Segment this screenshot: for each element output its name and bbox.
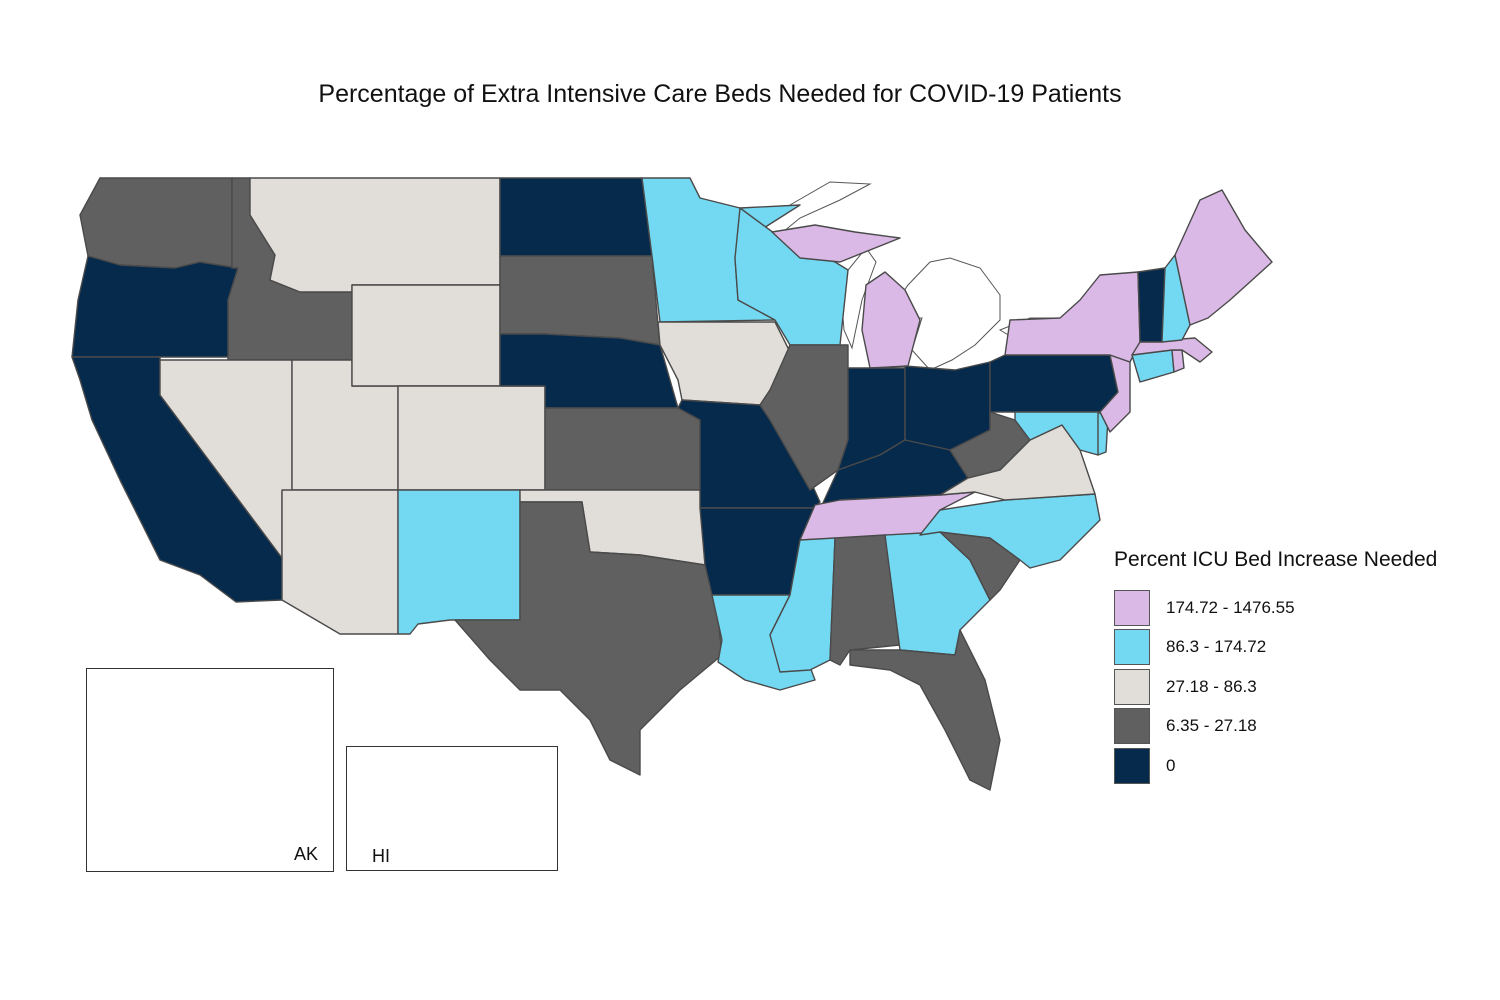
hawaii-inset-frame xyxy=(346,746,558,871)
state-mt xyxy=(249,177,501,293)
legend-row: 6.35 - 27.18 xyxy=(1114,707,1437,747)
state-az xyxy=(281,489,399,635)
legend-row: 86.3 - 174.72 xyxy=(1114,628,1437,668)
state-nc xyxy=(919,493,1101,569)
state-wy xyxy=(351,284,501,387)
legend-label: 0 xyxy=(1166,755,1176,775)
legend-label: 6.35 - 27.18 xyxy=(1166,716,1257,736)
hawaii-inset-label: HI xyxy=(372,846,390,866)
state-wa xyxy=(79,177,233,269)
state-nh xyxy=(1161,254,1191,343)
state-or xyxy=(71,255,239,358)
state-fl xyxy=(849,629,1001,791)
legend-swatch xyxy=(1114,589,1150,626)
legend-label: 174.72 - 1476.55 xyxy=(1166,597,1295,617)
legend-row: 0 xyxy=(1114,746,1437,786)
state-pa xyxy=(989,354,1119,413)
state-vt xyxy=(1137,267,1166,343)
legend-row: 174.72 - 1476.55 xyxy=(1114,588,1437,628)
state-mi xyxy=(771,224,921,369)
state-co xyxy=(397,385,546,491)
legend-swatch xyxy=(1114,708,1150,745)
state-ks xyxy=(544,407,701,491)
legend-swatch xyxy=(1114,668,1150,705)
legend-title: Percent ICU Bed Increase Needed xyxy=(1114,548,1438,571)
state-me xyxy=(1174,189,1273,326)
state-ny xyxy=(1004,271,1141,363)
map-title: Percentage of Extra Intensive Care Beds … xyxy=(318,80,1122,108)
state-tx xyxy=(454,501,723,776)
state-nm xyxy=(397,489,521,635)
legend-label: 27.18 - 86.3 xyxy=(1166,676,1257,696)
state-ri xyxy=(1171,349,1185,373)
legend: Percent ICU Bed Increase Needed 174.72 -… xyxy=(1114,548,1437,786)
state-sd xyxy=(499,255,661,346)
state-nd xyxy=(499,177,653,257)
legend-label: 86.3 - 174.72 xyxy=(1166,637,1267,657)
great-lakes xyxy=(746,181,1061,371)
legend-swatch xyxy=(1114,629,1150,666)
alaska-inset-label: AK xyxy=(294,844,319,864)
legend-swatch xyxy=(1114,747,1150,784)
state-ma xyxy=(1131,337,1213,363)
legend-row: 27.18 - 86.3 xyxy=(1114,667,1437,707)
alaska-inset-frame xyxy=(86,668,334,872)
